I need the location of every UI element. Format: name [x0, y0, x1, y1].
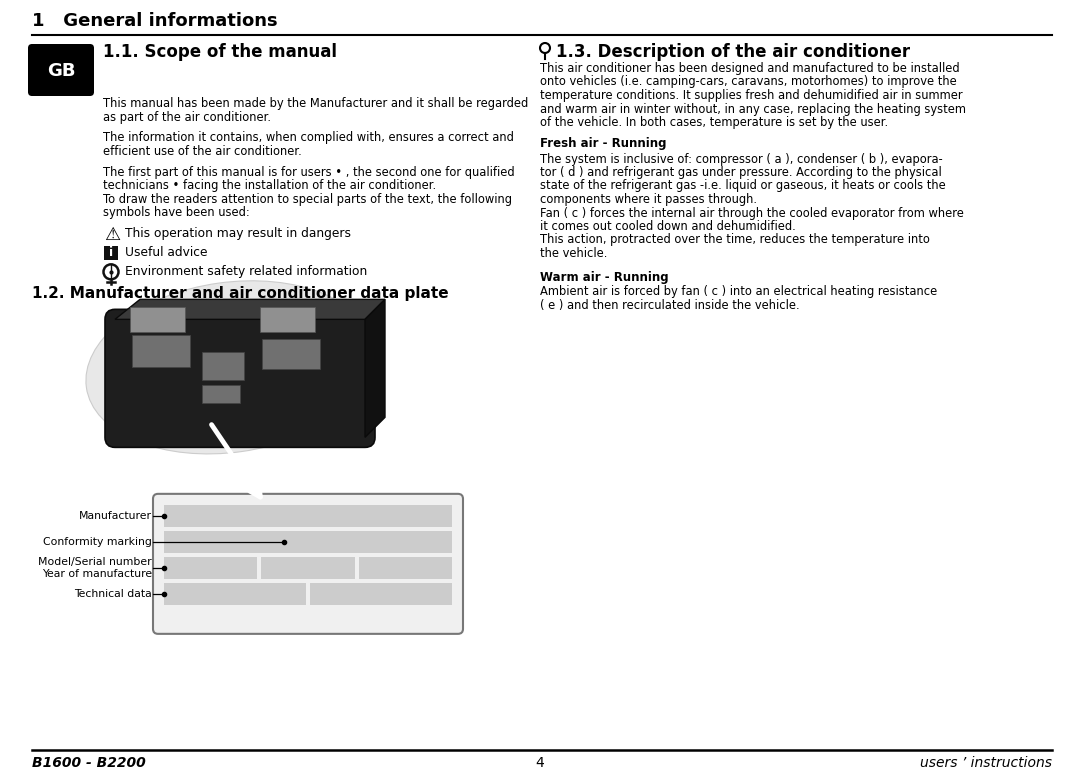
Text: as part of the air conditioner.: as part of the air conditioner.	[103, 110, 271, 124]
Bar	[130, 307, 185, 332]
Bar	[164, 583, 306, 604]
Bar	[202, 353, 244, 380]
Text: This air conditioner has been designed and manufactured to be installed: This air conditioner has been designed a…	[540, 62, 960, 75]
Bar	[359, 557, 453, 579]
Bar	[164, 505, 453, 527]
Text: This manual has been made by the Manufacturer and it shall be regarded: This manual has been made by the Manufac…	[103, 97, 528, 110]
Ellipse shape	[86, 281, 374, 454]
Text: i: i	[109, 246, 113, 260]
Bar	[164, 531, 453, 553]
Text: 1.1. Scope of the manual: 1.1. Scope of the manual	[103, 43, 337, 61]
Text: Year of manufacture: Year of manufacture	[42, 569, 152, 579]
Bar	[260, 307, 315, 332]
Text: The first part of this manual is for users • , the second one for qualified: The first part of this manual is for use…	[103, 166, 515, 179]
Text: users ’ instructions: users ’ instructions	[920, 756, 1052, 770]
FancyBboxPatch shape	[28, 44, 94, 96]
Text: Ambient air is forced by fan ( c ) into an electrical heating resistance: Ambient air is forced by fan ( c ) into …	[540, 285, 937, 299]
Text: components where it passes through.: components where it passes through.	[540, 193, 757, 206]
Text: and warm air in winter without, in any case, replacing the heating system: and warm air in winter without, in any c…	[540, 102, 966, 116]
Text: Conformity marking: Conformity marking	[43, 537, 152, 547]
Polygon shape	[365, 300, 384, 437]
Text: 1.2. Manufacturer and air conditioner data plate: 1.2. Manufacturer and air conditioner da…	[32, 286, 448, 301]
Text: Manufacturer: Manufacturer	[79, 511, 152, 521]
Bar	[310, 583, 453, 604]
Text: ( e ) and then recirculated inside the vehicle.: ( e ) and then recirculated inside the v…	[540, 299, 799, 312]
Text: 1   General informations: 1 General informations	[32, 12, 278, 30]
Text: The system is inclusive of: compressor ( a ), condenser ( b ), evapora-: The system is inclusive of: compressor (…	[540, 152, 943, 166]
Text: the vehicle.: the vehicle.	[540, 247, 607, 260]
Text: Fresh air - Running: Fresh air - Running	[540, 138, 666, 150]
FancyBboxPatch shape	[105, 310, 375, 447]
Text: Environment safety related information: Environment safety related information	[125, 265, 367, 278]
Text: Fan ( c ) forces the internal air through the cooled evaporator from where: Fan ( c ) forces the internal air throug…	[540, 206, 963, 220]
Text: Technical data: Technical data	[75, 589, 152, 599]
Text: 4: 4	[536, 756, 544, 770]
Bar	[132, 335, 190, 368]
Bar	[164, 557, 257, 579]
Text: temperature conditions. It supplies fresh and dehumidified air in summer: temperature conditions. It supplies fres…	[540, 89, 962, 102]
Text: This action, protracted over the time, reduces the temperature into: This action, protracted over the time, r…	[540, 234, 930, 246]
Text: GB: GB	[46, 62, 76, 80]
Text: The information it contains, when complied with, ensures a correct and: The information it contains, when compli…	[103, 131, 514, 145]
FancyBboxPatch shape	[104, 246, 118, 260]
Polygon shape	[114, 300, 384, 319]
Text: 1.3. Description of the air conditioner: 1.3. Description of the air conditioner	[556, 43, 910, 61]
Bar	[202, 386, 240, 404]
Bar	[261, 557, 354, 579]
Text: Useful advice: Useful advice	[125, 246, 207, 259]
Text: technicians • facing the installation of the air conditioner.: technicians • facing the installation of…	[103, 179, 436, 192]
Text: of the vehicle. In both cases, temperature is set by the user.: of the vehicle. In both cases, temperatu…	[540, 116, 888, 129]
Text: This operation may result in dangers: This operation may result in dangers	[125, 227, 351, 240]
Text: B1600 - B2200: B1600 - B2200	[32, 756, 146, 770]
Text: Warm air - Running: Warm air - Running	[540, 271, 669, 284]
Text: tor ( d ) and refrigerant gas under pressure. According to the physical: tor ( d ) and refrigerant gas under pres…	[540, 166, 942, 179]
Text: state of the refrigerant gas -i.e. liquid or gaseous, it heats or cools the: state of the refrigerant gas -i.e. liqui…	[540, 180, 946, 192]
Text: it comes out cooled down and dehumidified.: it comes out cooled down and dehumidifie…	[540, 220, 796, 233]
FancyBboxPatch shape	[153, 494, 463, 634]
Bar	[262, 339, 320, 369]
Text: Model/Serial number: Model/Serial number	[39, 557, 152, 567]
Text: To draw the readers attention to special parts of the text, the following: To draw the readers attention to special…	[103, 193, 512, 206]
Text: onto vehicles (i.e. camping-cars, caravans, motorhomes) to improve the: onto vehicles (i.e. camping-cars, carava…	[540, 76, 957, 88]
Text: ⚠: ⚠	[104, 226, 120, 244]
Text: symbols have been used:: symbols have been used:	[103, 206, 249, 219]
Text: efficient use of the air conditioner.: efficient use of the air conditioner.	[103, 145, 301, 158]
